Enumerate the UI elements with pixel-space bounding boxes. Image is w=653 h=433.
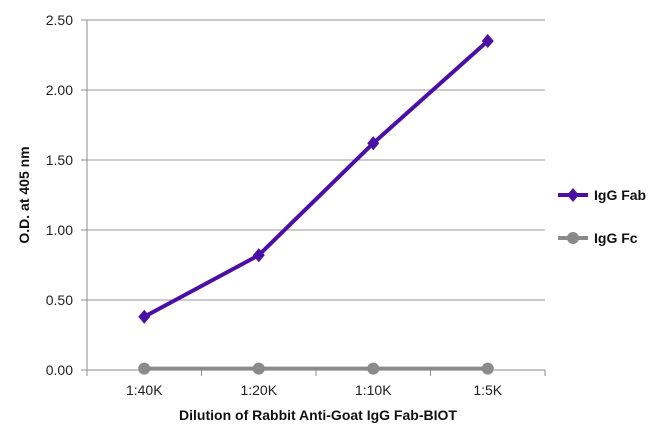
data-point-igg-fab	[367, 136, 380, 151]
y-axis-title: O.D. at 405 nm	[16, 146, 32, 243]
series-line-igg-fab	[143, 39, 490, 319]
legend: IgG Fab IgG Fc	[558, 187, 646, 246]
y-tick-label: 1.50	[46, 152, 73, 168]
y-tick-label: 2.50	[46, 12, 73, 28]
legend-marker-igg-fc	[567, 232, 579, 244]
gridlines	[87, 19, 545, 301]
data-point-igg-fab	[138, 309, 151, 324]
y-tick-label: 0.00	[46, 362, 73, 378]
data-point-igg-fc	[138, 362, 151, 375]
x-tick-label: 1:10K	[355, 382, 392, 398]
data-point-igg-fab	[252, 248, 265, 263]
x-tick-label: 1:5K	[473, 382, 502, 398]
data-point-igg-fab	[481, 34, 494, 48]
legend-marker-igg-fab	[567, 188, 579, 202]
legend-label-igg-fc: IgG Fc	[594, 230, 638, 246]
legend-label-igg-fab: IgG Fab	[594, 187, 646, 203]
x-axis-title: Dilution of Rabbit Anti-Goat IgG Fab-BIO…	[179, 407, 457, 423]
x-tick-label: 1:40K	[126, 382, 163, 398]
series-group	[138, 34, 494, 375]
data-point-igg-fc	[252, 362, 265, 375]
data-point-igg-fc	[367, 362, 380, 375]
axes: 0.00 0.50 1.00 1.50 2.00 2.50 1:40K 1:20K 1:10K 1…	[46, 12, 546, 398]
y-tick-label: 2.00	[46, 82, 73, 98]
y-tick-label: 0.50	[46, 292, 73, 308]
data-point-igg-fc	[481, 362, 494, 375]
x-tick-label: 1:20K	[240, 382, 277, 398]
y-tick-label: 1.00	[46, 222, 73, 238]
